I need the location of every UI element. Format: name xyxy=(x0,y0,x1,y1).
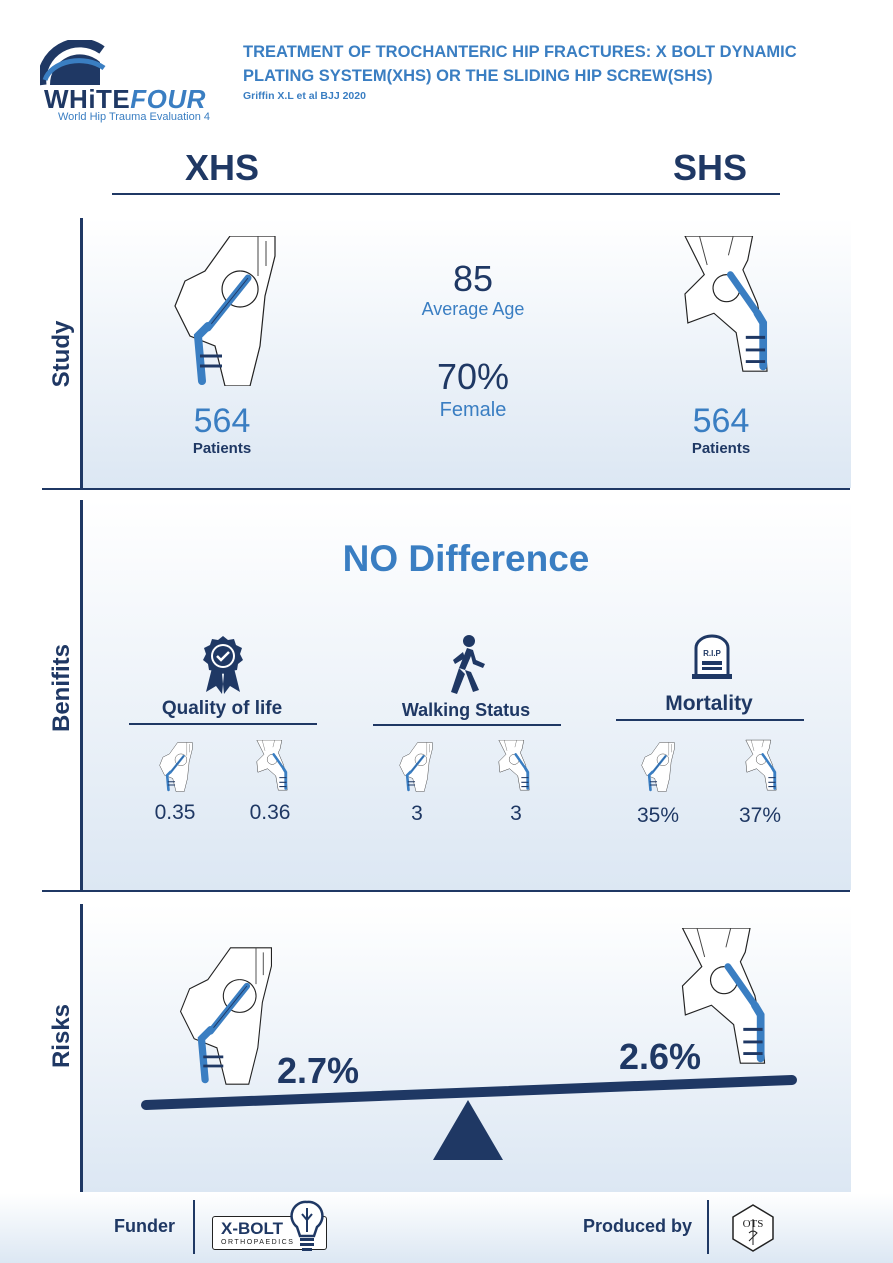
benefits-divider xyxy=(42,890,850,892)
xhs-implant-thumb xyxy=(640,742,676,792)
no-difference-headline: NO Difference xyxy=(342,538,590,579)
xbolt-logo-text: X-BOLT xyxy=(221,1219,284,1238)
balance-scale xyxy=(141,1075,797,1160)
xhs-implant-image xyxy=(170,236,280,386)
tombstone-icon: R.I.P xyxy=(692,634,732,679)
logo-wordmark: WHiTEFOUR xyxy=(44,84,206,114)
mortality-xhs-value: 35% xyxy=(636,804,680,827)
shs-implant-thumb xyxy=(744,738,778,792)
benefits-label: Benifits xyxy=(48,644,75,733)
citation: Griffin X.L et al BJJ 2020 xyxy=(243,90,366,102)
walking-status-title: Walking Status xyxy=(401,700,531,720)
xhs-risk-value: 2.7% xyxy=(276,1050,360,1091)
rip-text: R.I.P xyxy=(703,649,721,658)
mortality-shs-value: 37% xyxy=(738,804,782,827)
xbolt-logo-sub: ORTHOPAEDICS xyxy=(221,1239,295,1246)
lightbulb-icon xyxy=(290,1200,324,1251)
female-label: Female xyxy=(439,399,507,421)
average-age-label: Average Age xyxy=(421,299,525,319)
mortality-rule xyxy=(616,719,804,721)
produced-by-label: Produced by xyxy=(583,1216,693,1236)
page-title: TREATMENT OF TROCHANTERIC HIP FRACTURES:… xyxy=(243,43,797,85)
walking-person-icon xyxy=(451,635,485,694)
xhs-patient-count: 564 xyxy=(193,402,251,440)
quality-of-life-rule xyxy=(129,723,317,725)
shs-patients-label: Patients xyxy=(691,440,751,457)
shs-column-heading: SHS xyxy=(672,147,748,188)
shs-risk-value: 2.6% xyxy=(618,1036,702,1077)
ots-logo: OTS xyxy=(732,1204,774,1252)
study-divider xyxy=(42,488,850,490)
award-ribbon-icon xyxy=(203,636,243,694)
walking-status-xhs-value: 3 xyxy=(411,802,423,825)
female-value: 70% xyxy=(436,356,510,397)
walking-status-shs-value: 3 xyxy=(510,802,522,825)
shs-implant-thumb xyxy=(255,740,289,792)
risks-label: Risks xyxy=(48,1003,75,1069)
xhs-column-heading: XHS xyxy=(184,147,260,188)
xhs-implant-thumb xyxy=(158,742,194,792)
xhs-patients-label: Patients xyxy=(192,440,252,457)
funder-label: Funder xyxy=(114,1216,175,1236)
footer-divider-left xyxy=(193,1200,195,1254)
logo-subtitle: World Hip Trauma Evaluation 4 xyxy=(58,111,211,123)
quality-of-life-shs-value: 0.36 xyxy=(249,801,291,824)
xhs-implant-thumb xyxy=(398,742,434,792)
average-age-value: 85 xyxy=(452,258,494,299)
quality-of-life-xhs-value: 0.35 xyxy=(154,801,196,824)
shs-patient-count: 564 xyxy=(692,402,750,440)
shs-implant-image xyxy=(676,236,776,376)
walking-status-rule xyxy=(373,724,561,726)
mortality-title: Mortality xyxy=(665,692,753,715)
shs-implant-thumb xyxy=(497,740,531,792)
benefits-panel xyxy=(80,500,851,890)
whitefour-logo xyxy=(40,40,106,86)
footer-divider-right xyxy=(707,1200,709,1254)
study-label: Study xyxy=(48,320,75,388)
header-divider xyxy=(112,193,780,195)
quality-of-life-title: Quality of life xyxy=(161,698,283,719)
